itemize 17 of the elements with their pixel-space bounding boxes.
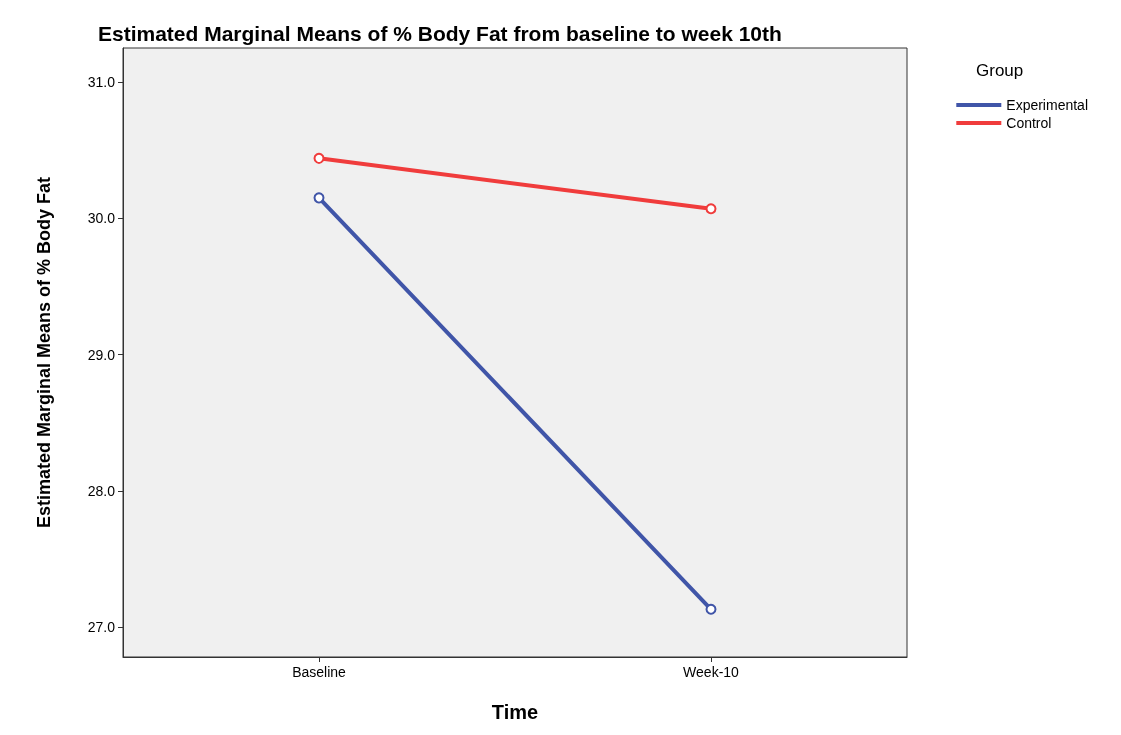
- y-tick-label: 28.0: [87, 482, 116, 499]
- x-tick-label: Baseline: [292, 664, 347, 680]
- y-tick-label: 29.0: [87, 346, 116, 363]
- point: [705, 203, 717, 215]
- x-tick-label: Week-10: [683, 664, 740, 680]
- point: [313, 152, 325, 164]
- y-axis-title: Estimated Marginal Means of % Body Fat: [34, 176, 54, 529]
- point: [705, 603, 717, 615]
- point: [313, 192, 325, 204]
- legend-label: Control: [1006, 115, 1052, 131]
- chart-title: Estimated Marginal Means of % Body Fat from baseline to week 10th: [98, 22, 782, 45]
- legend-label: Experimental: [1006, 97, 1088, 113]
- y-tick-label: 31.0: [87, 74, 116, 91]
- x-axis-title: Time: [491, 701, 539, 723]
- y-tick-label: 27.0: [87, 619, 116, 636]
- legend-title: Group: [976, 61, 1024, 80]
- y-tick-label: 30.0: [87, 210, 116, 227]
